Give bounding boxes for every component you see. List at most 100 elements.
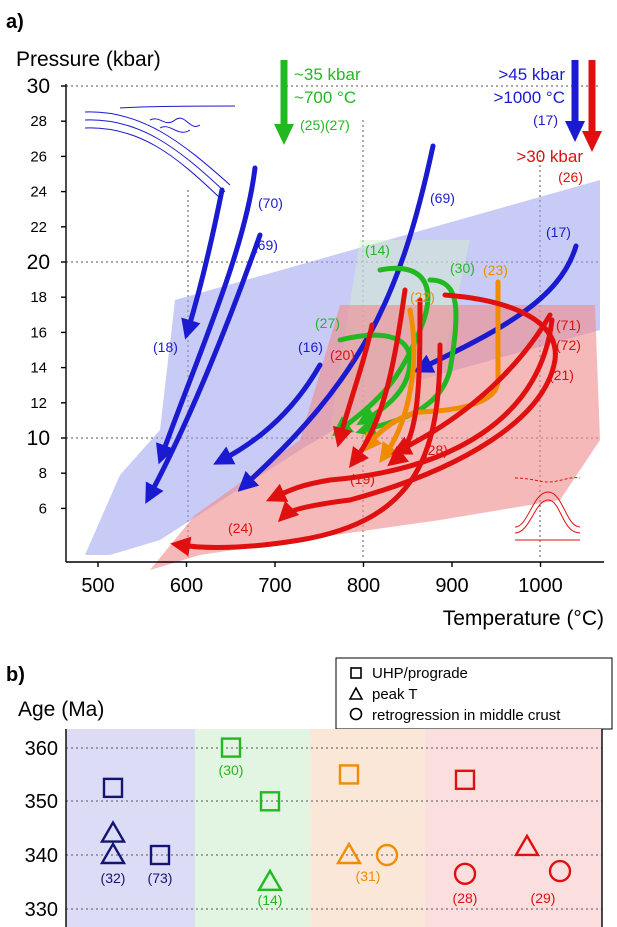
blue-annotation-1: >45 kbar (498, 65, 565, 84)
path-label: (20) (330, 347, 355, 363)
path-label: (28) (423, 442, 448, 458)
ref-label: (29) (531, 890, 556, 906)
path-label: (70) (258, 195, 283, 211)
path-label: (27) (315, 315, 340, 331)
circle-marker (453, 862, 477, 885)
green-annotation-refs: (25)(27) (300, 117, 350, 133)
legend-square-icon (350, 667, 362, 679)
path-19 (349, 287, 408, 469)
band-orange-group (310, 729, 425, 927)
x-axis-label: Temperature (°C) (443, 607, 604, 630)
green-annotation-1: ~35 kbar (294, 65, 361, 84)
subduction-sketch (84, 105, 236, 199)
y-tick-label: 16 (30, 324, 47, 341)
path-27 (337, 332, 413, 425)
red-paths (170, 287, 558, 557)
path-24 (170, 342, 443, 557)
age-tick-label: 360 (25, 738, 58, 760)
square-marker (102, 777, 124, 799)
ref-label: (30) (219, 762, 244, 778)
circle-marker (548, 859, 572, 883)
path-label: (17) (546, 224, 571, 240)
ref-label: (14) (258, 892, 283, 908)
green-annotation-2: ~700 °C (294, 88, 356, 107)
age-axis-label: Age (Ma) (18, 698, 104, 721)
panel-a-label: a) (6, 11, 24, 33)
age-grid (66, 747, 602, 910)
path-20 (332, 322, 375, 448)
y-tick-label: 30 (27, 75, 50, 98)
ref-label: (73) (148, 870, 173, 886)
band-green-group (195, 729, 310, 927)
path-label: (72) (556, 337, 581, 353)
panel-b-label: b) (6, 664, 25, 686)
path-21a (391, 312, 553, 455)
age-tick-label: 340 (25, 845, 58, 867)
path-label: (71) (556, 317, 581, 333)
circle-marker (375, 843, 399, 867)
x-tick-label: 900 (435, 575, 468, 597)
path-69a (145, 232, 263, 504)
path-label: (18) (153, 339, 178, 355)
path-label: (16) (298, 339, 323, 355)
y-tick-label: 24 (30, 184, 47, 201)
path-70a (156, 165, 258, 465)
square-marker (338, 764, 360, 785)
peak-arrows (274, 60, 602, 152)
square-marker (454, 769, 476, 791)
path-labels: (70) (69) (69) (17) (18) (16) (14) (30) … (153, 190, 581, 536)
y-tick-label: 6 (39, 500, 47, 517)
diapir-sketch (514, 477, 581, 541)
ref-label: (31) (356, 868, 381, 884)
path-label: (22) (410, 289, 435, 305)
path-label: (30) (450, 260, 475, 276)
path-label: (23) (483, 262, 508, 278)
band-blue-group (66, 729, 195, 927)
path-23 (361, 279, 501, 453)
ref-labels: (32) (73) (30) (14) (31) (28) (29) (101, 762, 556, 908)
legend-circle-icon (349, 707, 363, 721)
blue-annotation-ref: (17) (533, 112, 558, 128)
legend: UHP/prograde peak T retrogression in mid… (335, 657, 613, 730)
path-label: (69) (253, 237, 278, 253)
y-tick-label: 12 (30, 395, 47, 412)
triangle-marker (513, 833, 541, 857)
y-tick-label: 28 (30, 113, 47, 130)
red-annotation-ref: (26) (558, 169, 583, 185)
age-tick-label: 350 (25, 791, 58, 813)
y-tick-label: 22 (30, 219, 47, 236)
path-label: (21) (549, 367, 574, 383)
red-annotation-1: >30 kbar (516, 147, 583, 166)
x-tick-label: 600 (170, 575, 203, 597)
triangle-marker (99, 841, 127, 865)
ref-label: (28) (453, 890, 478, 906)
path-label: (69) (430, 190, 455, 206)
square-marker (259, 791, 281, 812)
legend-box (335, 657, 613, 730)
age-markers (99, 737, 572, 892)
age-tick-label: 330 (25, 899, 58, 921)
triangle-marker (256, 868, 284, 892)
path-label: (24) (228, 520, 253, 536)
path-label: (14) (365, 242, 390, 258)
x-tick-label: 800 (347, 575, 380, 597)
y-tick-label: 8 (39, 465, 47, 482)
triangle-marker (335, 841, 363, 865)
legend-label: UHP/prograde (372, 665, 468, 682)
y-tick-label: 18 (30, 289, 47, 306)
age-ticks: 360 350 340 330 (25, 738, 58, 921)
x-tick-label: 1000 (518, 575, 563, 597)
legend-label: peak T (372, 686, 418, 703)
path-71 (277, 292, 558, 523)
blue-annotation-2: >1000 °C (493, 88, 565, 107)
x-tick-label: 700 (258, 575, 291, 597)
legend-label: retrogression in middle crust (372, 707, 561, 724)
y-tick-label: 10 (27, 427, 50, 450)
x-tick-label: 500 (81, 575, 114, 597)
legend-triangle-icon (348, 686, 364, 700)
band-red-group (425, 729, 602, 927)
y-axis-label: Pressure (kbar) (16, 48, 161, 71)
ref-label: (32) (101, 870, 126, 886)
square-marker (149, 844, 171, 866)
